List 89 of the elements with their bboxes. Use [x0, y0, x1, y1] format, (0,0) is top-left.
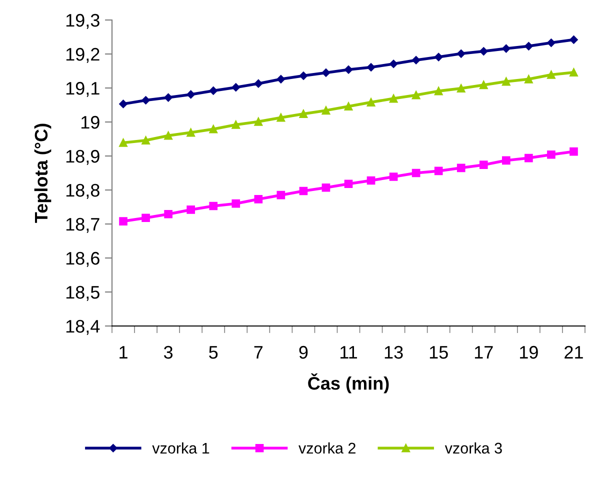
point [479, 160, 488, 170]
point [344, 66, 353, 74]
point [254, 79, 263, 88]
point [524, 154, 533, 162]
point [389, 60, 398, 68]
point [502, 77, 510, 86]
point [232, 120, 240, 129]
y-tick-label: 19,3 [66, 14, 100, 29]
point [479, 80, 488, 90]
point [366, 63, 376, 72]
point [299, 110, 308, 118]
point [456, 84, 466, 93]
point [186, 90, 195, 99]
x-tick-label: 21 [564, 346, 583, 359]
y-tick-label: 19 [81, 116, 100, 129]
point [412, 168, 420, 178]
point [434, 52, 443, 62]
point [434, 166, 443, 176]
point [366, 176, 376, 185]
y-tick-label: 18,9 [66, 150, 100, 165]
y-tick-label: 18,7 [66, 218, 100, 233]
x-tick-label: 19 [520, 346, 538, 359]
point [412, 90, 420, 100]
y-tick-label: 18,6 [66, 252, 100, 267]
point [232, 199, 240, 208]
point [186, 206, 195, 214]
y-tick-label: 18,8 [66, 184, 100, 199]
point [570, 36, 578, 44]
x-axis-title: Čas (min) [308, 373, 389, 394]
point [322, 68, 330, 77]
point [524, 42, 533, 50]
point [254, 117, 263, 126]
x-tick-label: 17 [474, 346, 493, 359]
point [142, 136, 150, 145]
x-tick-label: 7 [254, 346, 263, 359]
point [322, 183, 330, 192]
point [547, 38, 556, 47]
point [164, 210, 172, 218]
legend-label: vzorka 1 [152, 442, 210, 454]
point [502, 44, 510, 53]
point [142, 96, 150, 104]
point [412, 56, 420, 64]
point [142, 214, 150, 222]
point [344, 102, 353, 111]
point [389, 172, 398, 181]
x-tick-label: 11 [340, 346, 357, 359]
point [502, 156, 510, 165]
point [186, 128, 195, 137]
point [456, 164, 466, 172]
point [570, 147, 578, 156]
point [119, 217, 128, 226]
point [547, 70, 556, 79]
x-tick-label: 3 [164, 346, 173, 359]
point [456, 50, 466, 58]
point [276, 75, 286, 84]
y-tick-label: 18,4 [66, 320, 100, 335]
point [322, 106, 330, 115]
point [254, 195, 263, 204]
y-tick-label: 18,5 [66, 286, 100, 301]
point [209, 202, 218, 210]
point [119, 100, 128, 108]
point [547, 150, 556, 159]
point [209, 86, 218, 95]
point [434, 86, 443, 96]
point [164, 93, 172, 102]
legend-label: vzorka 2 [298, 442, 356, 454]
y-tick-label: 19,2 [66, 48, 100, 63]
point [119, 138, 128, 147]
point [276, 190, 286, 200]
x-tick-label: 13 [384, 346, 403, 359]
x-tick-label: 9 [299, 346, 308, 359]
point [232, 83, 240, 92]
point [480, 47, 488, 56]
point [164, 131, 172, 140]
point [366, 98, 376, 106]
y-axis-title: Teplota (°C) [34, 124, 52, 223]
point [524, 74, 533, 84]
legend-label: vzorka 3 [444, 442, 502, 454]
point [344, 180, 353, 188]
point [570, 68, 578, 77]
point [299, 72, 308, 80]
x-tick-label: 15 [430, 346, 448, 359]
point [299, 186, 308, 196]
x-tick-label: 1 [120, 346, 128, 359]
y-tick-label: 19,1 [66, 82, 100, 97]
x-tick-label: 5 [209, 346, 218, 359]
point [276, 113, 286, 122]
point [389, 94, 398, 103]
point [209, 124, 218, 134]
